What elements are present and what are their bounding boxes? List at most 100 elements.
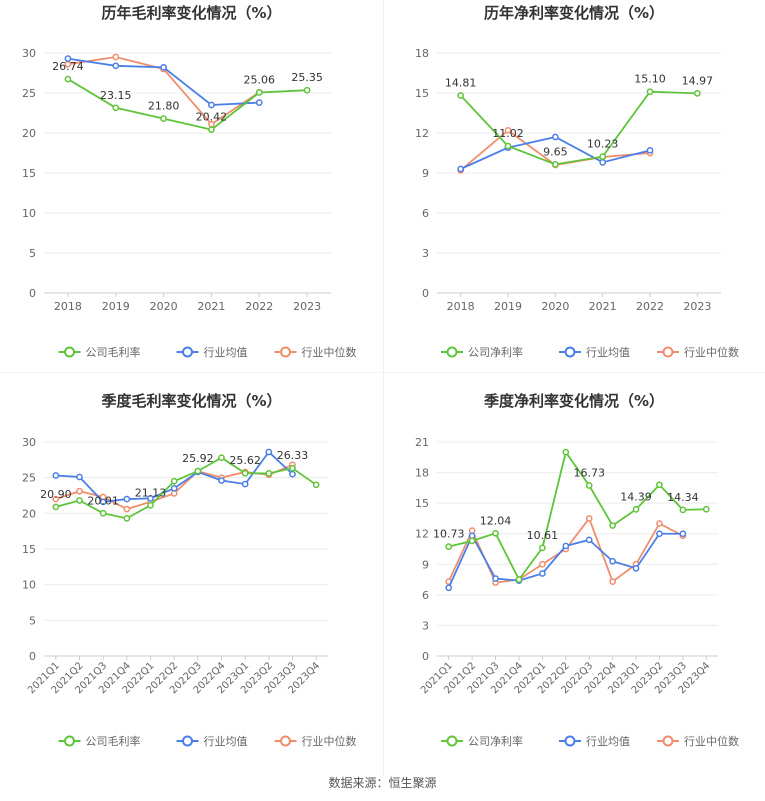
x-tick-label: 2023 bbox=[683, 300, 711, 313]
y-tick-label: 20 bbox=[22, 507, 36, 520]
y-tick-label: 25 bbox=[22, 87, 36, 100]
data-point-company bbox=[194, 467, 202, 475]
data-label: 20.90 bbox=[40, 488, 72, 501]
data-label: 14.97 bbox=[682, 74, 714, 87]
legend-label: 公司净利率 bbox=[468, 345, 523, 359]
data-point-company bbox=[609, 522, 616, 529]
panel-divider-vertical bbox=[383, 0, 384, 775]
x-tick-label: 2022 bbox=[245, 300, 273, 313]
data-point-company bbox=[64, 75, 72, 83]
series-line-avg bbox=[447, 532, 683, 589]
data-point-company bbox=[289, 464, 296, 472]
legend-label: 行业均值 bbox=[204, 735, 248, 748]
y-tick-label: 0 bbox=[29, 650, 36, 663]
data-label: 21.13 bbox=[135, 486, 167, 499]
legend-item-median: 行业中位数 bbox=[657, 345, 739, 359]
legend-marker bbox=[564, 346, 576, 358]
data-point-company bbox=[679, 506, 687, 514]
data-point-company bbox=[123, 514, 131, 522]
x-tick-label: 2021 bbox=[589, 300, 617, 313]
data-point-company bbox=[208, 126, 215, 133]
panel-divider-horizontal bbox=[0, 372, 765, 373]
x-tick-label: 2022 bbox=[636, 300, 664, 313]
legend-label: 行业中位数 bbox=[684, 345, 739, 359]
data-point-avg bbox=[123, 495, 131, 503]
legend-marker bbox=[662, 346, 674, 358]
data-label: 25.62 bbox=[229, 454, 261, 467]
legend-item-company: 公司净利率 bbox=[441, 734, 523, 748]
legend-marker bbox=[446, 735, 458, 747]
data-label: 23.15 bbox=[100, 89, 132, 102]
annual-net-margin-panel: 历年净利率变化情况（%） 0 3 6 9 12 15 18 2018 2019 2020 2021 20… bbox=[383, 0, 765, 372]
data-point-company bbox=[170, 477, 178, 485]
data-label: 14.34 bbox=[667, 491, 699, 504]
data-point-avg bbox=[265, 448, 273, 456]
x-tick-label: 2018 bbox=[447, 300, 475, 313]
data-point-company bbox=[255, 89, 263, 96]
data-point-avg bbox=[160, 64, 167, 71]
data-point-median bbox=[539, 560, 546, 568]
data-point-company bbox=[515, 576, 523, 583]
x-tick-label: 2018 bbox=[54, 300, 82, 313]
data-point-avg bbox=[599, 158, 607, 166]
legend-marker bbox=[182, 735, 193, 747]
quarterly-net-margin-panel: 季度净利率变化情况（%） 0 3 6 9 12 15 18 21 2021Q1 2021Q2 2021… bbox=[383, 386, 765, 766]
data-label: 20.01 bbox=[87, 494, 119, 507]
data-label: 20.42 bbox=[196, 111, 228, 124]
legend-label: 行业中位数 bbox=[684, 734, 739, 748]
data-point-avg bbox=[255, 99, 263, 106]
chart-title: 历年净利率变化情况（%） bbox=[484, 4, 664, 22]
data-label: 21.80 bbox=[148, 100, 180, 113]
data-point-avg bbox=[52, 472, 60, 479]
data-point-company bbox=[147, 501, 154, 509]
data-point-avg bbox=[218, 477, 225, 484]
data-source-note: 数据来源：恒生聚源 bbox=[328, 776, 437, 790]
data-point-company bbox=[312, 481, 320, 489]
data-label: 14.81 bbox=[445, 77, 477, 90]
legend-label: 行业均值 bbox=[586, 346, 630, 359]
data-point-avg bbox=[112, 62, 120, 70]
series-line-company bbox=[55, 456, 317, 520]
y-tick-label: 5 bbox=[29, 247, 36, 260]
data-label: 10.73 bbox=[433, 528, 465, 541]
legend-label: 行业均值 bbox=[586, 735, 630, 748]
data-point-avg bbox=[76, 473, 83, 481]
y-tick-label: 9 bbox=[422, 558, 429, 571]
legend-marker bbox=[662, 735, 674, 747]
legend-item-avg: 行业均值 bbox=[559, 346, 630, 359]
data-point-median bbox=[609, 578, 616, 585]
series-line-company bbox=[67, 78, 308, 131]
x-tick-label: 2019 bbox=[494, 300, 522, 313]
quarterly-gross-margin-panel: 季度毛利率变化情况（%） 0 5 10 15 20 25 30 2021Q1 2021Q2 2021… bbox=[0, 386, 383, 766]
data-point-company bbox=[265, 470, 273, 477]
data-point-avg bbox=[656, 530, 663, 538]
data-label: 14.39 bbox=[620, 490, 652, 503]
data-point-company bbox=[303, 86, 311, 94]
legend-label: 公司毛利率 bbox=[86, 734, 141, 748]
annual-net-margin-chart: 历年净利率变化情况（%） 0 3 6 9 12 15 18 2018 2019 2020 2021 20… bbox=[415, 4, 739, 359]
legend-marker bbox=[564, 735, 576, 747]
quarterly-gross-margin-chart: 季度毛利率变化情况（%）0510152025302021Q12021Q22021… bbox=[22, 392, 357, 748]
data-label: 11.02 bbox=[492, 127, 524, 140]
legend-item-company: 公司毛利率 bbox=[58, 345, 141, 359]
y-tick-label: 21 bbox=[415, 436, 429, 449]
data-point-avg bbox=[679, 530, 687, 538]
legend-label: 行业均值 bbox=[204, 346, 248, 359]
data-point-avg bbox=[585, 536, 593, 544]
data-point-company bbox=[599, 153, 607, 160]
data-point-company bbox=[646, 88, 654, 96]
data-point-company bbox=[241, 469, 249, 477]
y-tick-label: 6 bbox=[422, 589, 429, 602]
legend-item-avg: 行业均值 bbox=[559, 735, 630, 748]
y-tick-label: 12 bbox=[415, 127, 429, 140]
y-tick-label: 18 bbox=[415, 47, 429, 60]
legend-marker bbox=[280, 346, 291, 358]
data-point-avg bbox=[609, 557, 616, 565]
y-tick-label: 20 bbox=[22, 127, 36, 140]
data-point-company bbox=[632, 506, 640, 513]
legend-item-avg: 行业均值 bbox=[176, 735, 248, 748]
data-label: 26.74 bbox=[52, 60, 84, 73]
legend-label: 公司净利率 bbox=[468, 734, 523, 748]
y-tick-label: 10 bbox=[22, 207, 36, 220]
legend-label: 行业中位数 bbox=[302, 734, 357, 748]
